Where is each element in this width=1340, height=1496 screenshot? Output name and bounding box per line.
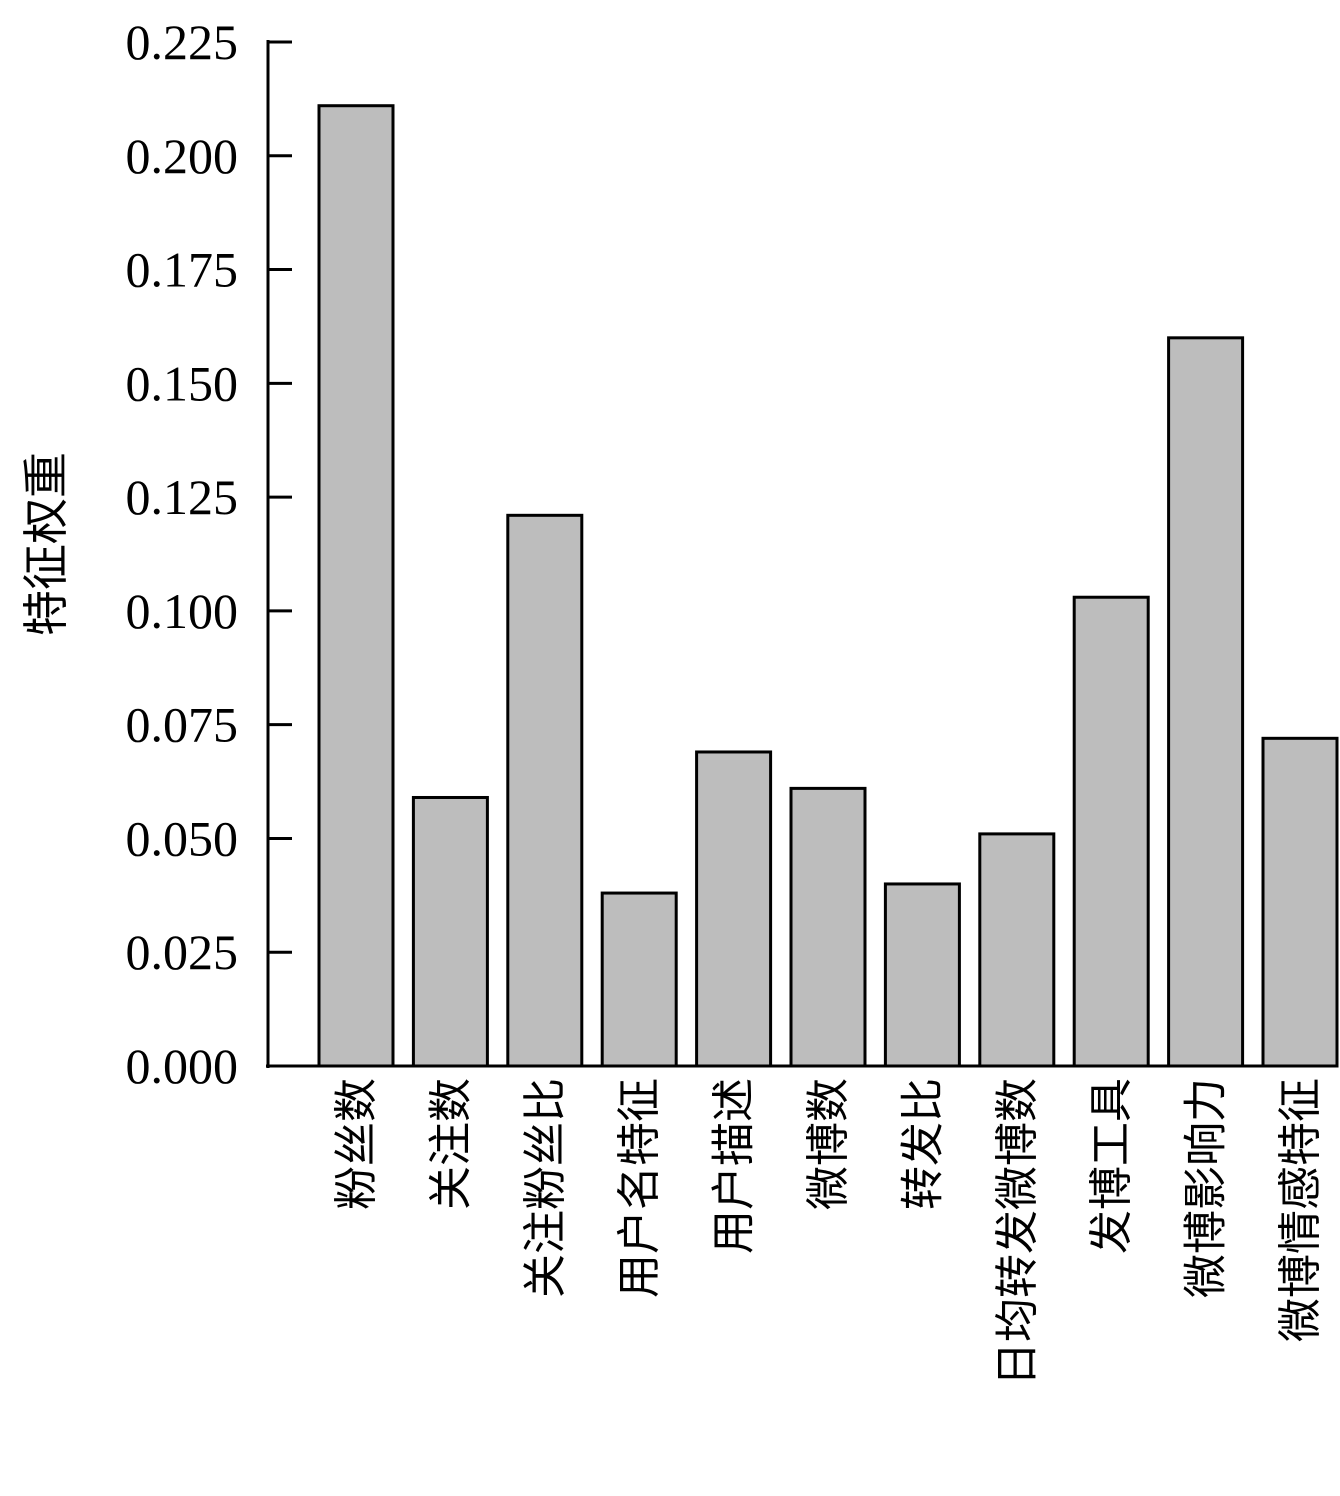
x-tick-label: 微博数 (803, 1078, 854, 1210)
bar (600, 891, 678, 1068)
category-labels: 粉丝数 关注数 关注粉丝比 用户名特征 用户描述 微博数 转发比 日均转发微博数 发博工具 微博影… (331, 1078, 1326, 1386)
bar (1261, 736, 1339, 1068)
bar (695, 750, 773, 1068)
bar (883, 882, 961, 1068)
bar (317, 104, 395, 1068)
x-tick-label: 转发比 (897, 1078, 948, 1210)
y-tick-label: 0.125 (126, 469, 239, 525)
bar (506, 513, 584, 1068)
x-tick-label: 微博影响力 (1181, 1078, 1232, 1298)
y-tick-label: 0.200 (126, 128, 239, 184)
y-tick-label: 0.025 (126, 924, 239, 980)
y-tick-label: 0.150 (126, 355, 239, 411)
x-tick-label: 发博工具 (1086, 1078, 1137, 1254)
bar (1072, 595, 1150, 1068)
y-tick-label: 0.075 (126, 697, 239, 753)
y-tick-label: 0.100 (126, 583, 239, 639)
bar (978, 832, 1056, 1068)
x-tick-label: 关注粉丝比 (520, 1078, 571, 1298)
x-tick-label: 微博情感特征 (1275, 1078, 1326, 1342)
y-axis-title: 特征权重 (19, 452, 73, 636)
bars (317, 104, 1339, 1068)
x-tick-label: 用户描述 (709, 1078, 760, 1254)
y-tick-label: 0.050 (126, 810, 239, 866)
bar (411, 795, 489, 1068)
y-tick-label: 0.000 (126, 1038, 239, 1094)
x-tick-label: 用户名特征 (614, 1078, 665, 1298)
y-tick-label: 0.225 (126, 14, 239, 70)
y-tick-label: 0.175 (126, 242, 239, 298)
bar (1167, 336, 1245, 1068)
bar (789, 786, 867, 1068)
y-axis: 0.000 0.025 0.050 0.075 0.100 0.125 0.150 0.175… (126, 14, 292, 1094)
x-tick-label: 日均转发微博数 (992, 1078, 1043, 1386)
x-tick-label: 关注数 (425, 1078, 476, 1210)
x-tick-label: 粉丝数 (331, 1078, 382, 1210)
